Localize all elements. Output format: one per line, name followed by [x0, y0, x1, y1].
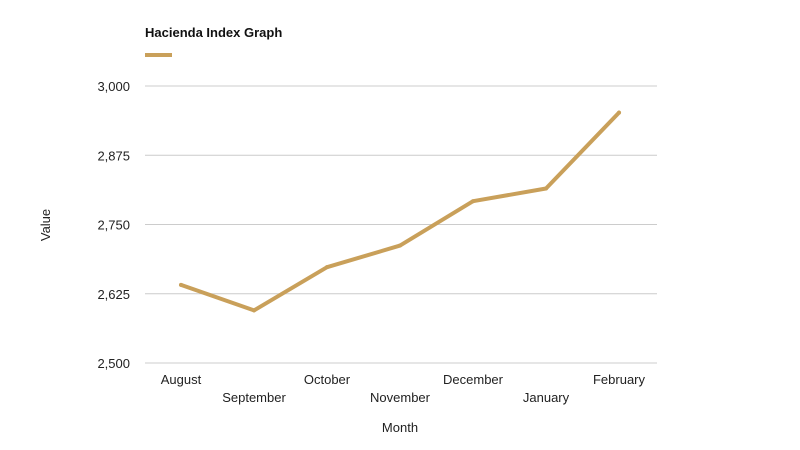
y-axis-ticks: 2,500 2,625 2,750 2,875 3,000 [97, 79, 130, 371]
x-tick-label: January [523, 390, 570, 405]
gridlines [145, 85, 657, 364]
series-group [179, 110, 621, 313]
x-tick-label: November [370, 390, 431, 405]
x-tick-label: August [161, 372, 202, 387]
y-tick-label: 2,750 [97, 218, 130, 233]
x-axis-ticks: August September October November December Ja… [161, 372, 646, 405]
y-axis-title: Value [38, 209, 53, 241]
data-point [544, 186, 548, 191]
x-tick-label: September [222, 390, 286, 405]
data-point [617, 110, 621, 115]
data-point [398, 243, 402, 248]
x-tick-label: February [593, 372, 646, 387]
legend: Hacienda Index Graph [145, 25, 282, 57]
series-line [179, 110, 621, 313]
y-tick-label: 2,625 [97, 287, 130, 302]
legend-label: Hacienda Index Graph [145, 25, 282, 40]
data-point [179, 282, 183, 287]
x-tick-label: October [304, 372, 351, 387]
data-point [325, 265, 329, 270]
y-tick-label: 3,000 [97, 79, 130, 94]
x-axis-title: Month [382, 420, 418, 435]
data-point [471, 199, 475, 204]
y-tick-label: 2,500 [97, 356, 130, 371]
x-tick-label: December [443, 372, 504, 387]
y-tick-label: 2,875 [97, 148, 130, 163]
data-point [252, 308, 256, 313]
